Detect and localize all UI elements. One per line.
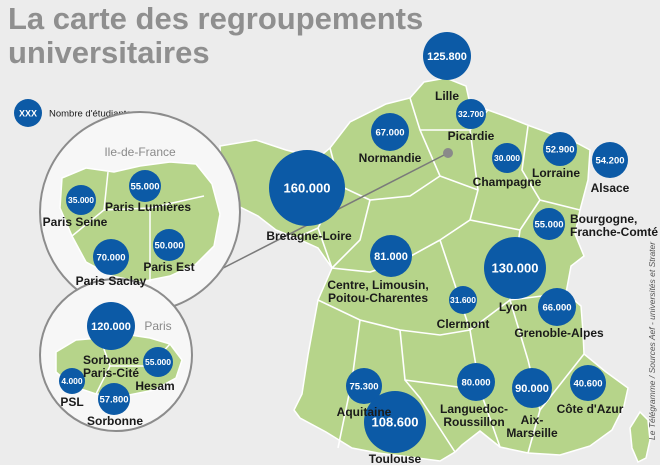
picardie-value: 32.700 — [458, 109, 484, 119]
grenoble-value: 66.000 — [542, 302, 571, 313]
lille-bubble — [423, 32, 471, 80]
lyon-value: 130.000 — [492, 261, 539, 276]
psl-bubble — [59, 368, 85, 394]
paris-seine-value: 35.000 — [68, 195, 94, 205]
aquitaine-value: 75.300 — [349, 381, 378, 392]
title-line-2: universitaires — [8, 35, 210, 70]
psl-value: 4.000 — [61, 376, 83, 386]
paris-est-value: 50.000 — [154, 240, 183, 251]
paris-marker — [443, 148, 453, 158]
paris-saclay-value: 70.000 — [96, 252, 125, 263]
languedoc-label: Languedoc-Roussillon — [440, 402, 508, 429]
paris-lumieres-value: 55.000 — [130, 181, 159, 192]
toulouse-label: Toulouse — [369, 452, 422, 465]
normandie-bubble — [371, 113, 409, 151]
lorraine-bubble — [543, 132, 577, 166]
grenoble-bubble — [538, 288, 576, 326]
bourgogne-bubble — [533, 208, 565, 240]
hesam-label: Hesam — [135, 379, 174, 393]
languedoc-bubble — [457, 363, 495, 401]
normandie-label: Normandie — [359, 151, 422, 165]
hesam-bubble — [143, 347, 173, 377]
bretagne-loire-bubble — [269, 150, 345, 226]
centre-bubble — [370, 235, 412, 277]
languedoc-value: 80.000 — [461, 377, 490, 388]
paris-saclay-label: Paris Saclay — [76, 274, 147, 288]
cote-azur-value: 40.600 — [573, 378, 602, 389]
idf-inset-title: Ile-de-France — [104, 145, 176, 159]
legend-label: Nombre d'étudiants — [49, 109, 131, 120]
sorbonne-label: Sorbonne — [87, 414, 143, 428]
picardie-bubble — [456, 99, 486, 129]
centre-value: 81.000 — [374, 251, 408, 263]
lille-value: 125.800 — [427, 51, 467, 63]
cote-azur-bubble — [570, 365, 606, 401]
lorraine-value: 52.900 — [545, 144, 574, 155]
aix-marseille-bubble — [512, 368, 552, 408]
toulouse-value: 108.600 — [372, 415, 419, 430]
aix-marseille-value: 90.000 — [515, 383, 549, 395]
sorbonne-paris-cite-label: Sorbonne Paris-Cité — [83, 353, 139, 380]
paris-lumieres-bubble — [129, 170, 161, 202]
alsace-value: 54.200 — [595, 155, 624, 166]
paris-seine-label: Paris Seine — [43, 215, 108, 229]
lyon-bubble — [484, 237, 546, 299]
picardie-label: Picardie — [448, 129, 495, 143]
aquitaine-bubble — [346, 368, 382, 404]
psl-label: PSL — [60, 395, 83, 409]
sorbonne-value: 57.800 — [99, 394, 128, 405]
legend-bubble — [14, 99, 42, 127]
clermont-label: Clermont — [437, 317, 490, 331]
paris-est-bubble — [153, 229, 185, 261]
sorbonne-bubble — [98, 383, 130, 415]
hesam-value: 55.000 — [145, 357, 171, 367]
paris-saclay-bubble — [93, 239, 129, 275]
paris-seine-bubble — [66, 185, 96, 215]
title-line-1: La carte des regroupements — [8, 1, 424, 36]
clermont-bubble — [449, 286, 477, 314]
idf-inset: Ile-de-France Paris — [39, 111, 453, 432]
centre-label: Centre, Limousin, Poitou-Charentes — [327, 278, 428, 305]
bretagne-loire-label: Bretagne-Loire — [266, 229, 352, 243]
alsace-label: Alsace — [591, 181, 630, 195]
paris-lumieres-label: Paris Lumières — [105, 200, 191, 214]
toulouse-bubble — [364, 391, 426, 453]
legend-symbol: XXX — [19, 109, 37, 119]
sorbonne-paris-cite-value: 120.000 — [91, 321, 131, 333]
clermont-value: 31.600 — [450, 295, 476, 305]
sorbonne-paris-cite-bubble — [87, 302, 135, 350]
paris-est-label: Paris Est — [143, 260, 194, 274]
alsace-bubble — [592, 142, 628, 178]
corsica — [629, 410, 651, 464]
bourgogne-label: Bourgogne, Franche-Comté — [570, 212, 658, 239]
champagne-label: Champagne — [473, 175, 542, 189]
map-title: La carte des regroupements universitaire… — [8, 2, 423, 70]
champagne-bubble — [492, 143, 522, 173]
bubbles-layer: 125.800 32.700 67.000 30.000 52.900 54.200 160… — [59, 32, 628, 453]
credit-text: Le Télégramme / Sources Aef - université… — [647, 241, 657, 440]
grenoble-label: Grenoble-Alpes — [514, 326, 604, 340]
bretagne-loire-value: 160.000 — [284, 181, 331, 196]
aix-marseille-label: Aix-Marseille — [506, 413, 558, 440]
paris-inset-title: Paris — [144, 319, 171, 333]
lille-label: Lille — [435, 89, 459, 103]
lorraine-label: Lorraine — [532, 166, 580, 180]
aquitaine-label: Aquitaine — [337, 405, 392, 419]
champagne-value: 30.000 — [494, 153, 520, 163]
normandie-value: 67.000 — [375, 127, 404, 138]
lyon-label: Lyon — [499, 300, 527, 314]
bourgogne-value: 55.000 — [534, 219, 563, 230]
cote-azur-label: Côte d'Azur — [557, 402, 624, 416]
legend: XXX Nombre d'étudiants — [14, 99, 131, 127]
